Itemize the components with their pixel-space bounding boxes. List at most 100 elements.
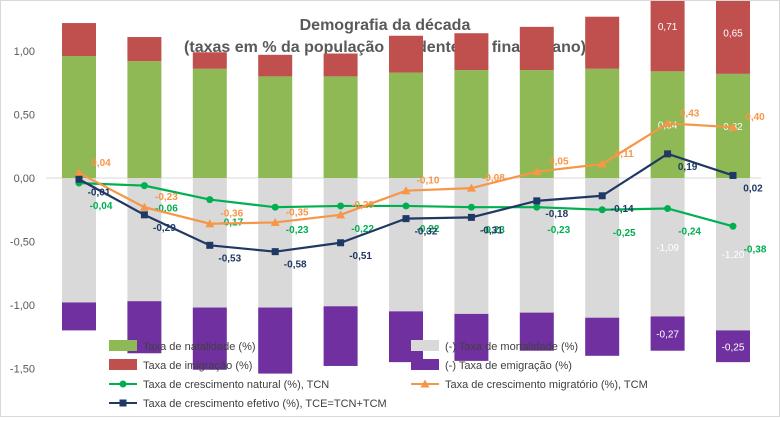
line-data-label: -0,23 [155,192,178,203]
y-tick-label: 0,50 [14,110,35,122]
bar-segment [258,76,293,178]
line-point [271,203,279,211]
bar-segment [454,178,489,314]
legend-marker [119,380,127,388]
line-point [337,239,345,247]
line-point [336,210,346,219]
line-data-label: -0,25 [613,228,636,239]
bar-segment [62,56,96,178]
bar-segment [716,0,750,74]
legend-swatch [109,340,137,351]
bar-segment [127,61,162,178]
bar-segment [323,76,358,178]
bar-data-label: 0,71 [658,22,678,33]
line-point [466,183,476,192]
line-data-label: -0,23 [482,225,505,236]
legend-marker [119,399,127,407]
bar-segment [716,178,750,331]
line-data-label: -0,23 [547,225,570,236]
bar-layer: 0,840,820,710,65-1,09-1,20-0,27-0,25 [62,0,750,374]
legend-label: Taxa de crescimento efetivo (%), TCE=TCN… [143,398,387,410]
bar-segment [454,33,489,71]
bar-segment [62,178,96,303]
line-point [533,197,541,205]
bar-data-label: -0,25 [722,342,745,353]
line-point [729,222,737,230]
bar-segment [454,313,489,361]
line-point [728,122,738,131]
bar-data-label: -1,20 [722,250,745,261]
line-point [337,202,345,210]
line-point [664,204,672,212]
bar-segment [519,26,554,71]
bar-segment [192,52,227,69]
line-data-label: -0,38 [744,244,767,255]
line-layer: -0,04 -0,06-0,17-0,23 -0,22 -0,22 -0,23 -0,23… [74,108,767,271]
line-data-label: -0,22 [351,224,374,235]
line-data-label: -0,35 [286,207,309,218]
y-tick-label: -0,50 [10,237,35,249]
line-data-label: 0,05 [549,157,569,168]
bar-segment [389,178,423,312]
line-point [664,150,672,158]
bar-segment [127,37,162,62]
line-point [598,206,606,214]
y-tick-label: -1,00 [10,300,35,312]
chart-title: Demografia da década [300,17,471,34]
line-point [402,215,410,223]
line-data-label: -0,08 [482,173,505,184]
line-data-label: -0,10 [417,176,440,187]
line-point [402,202,410,210]
line-data-label: -0,29 [153,223,176,234]
bar-data-label: 0,65 [723,29,743,40]
line-data-label: -0,18 [545,209,568,220]
line-data-label: 0,04 [91,158,111,169]
line-data-label: 0,11 [615,149,634,160]
bar-segment [650,316,685,351]
legend: Taxa de natalidade (%) (-) Taxa de mortal… [109,340,648,410]
legend-marker [420,379,430,388]
line-data-label: -0,29 [351,200,374,211]
y-tick-label: -1,50 [10,364,35,376]
line-data-label: 0,43 [680,108,700,119]
line-data-label: -0,23 [286,225,309,236]
line-point [467,213,475,221]
line-data-label: -0,32 [415,227,438,238]
line-point [206,241,214,249]
line-point [532,167,542,176]
line-point [663,118,673,127]
bar-segment [323,306,358,366]
bar-data-label: -1,09 [656,243,679,254]
bar-segment [650,178,685,317]
legend-swatch [109,359,137,370]
bar-segment [62,302,96,331]
line-point [598,192,606,200]
bar-segment [389,35,423,73]
line-data-label: -0,36 [220,209,243,220]
line-data-label: -0,06 [155,204,178,215]
bar-segment [389,311,423,363]
bar-segment [585,317,620,356]
line-point [401,186,411,195]
bar-segment [716,330,750,363]
line-data-label: 0,40 [745,112,765,123]
line-data-label: -0,51 [349,251,372,262]
bar-segment [258,54,293,77]
line-point [74,168,84,177]
line-point [597,159,607,168]
legend-label: Taxa de crescimento natural (%), TCN [143,379,329,391]
legend-swatch [411,340,439,351]
line-point [270,217,280,226]
bar-segment [192,68,227,178]
legend-label: Taxa de natalidade (%) [143,341,256,353]
line-data-label: -0,22 [417,224,440,235]
line-point [271,248,279,256]
bar-segment [585,16,620,69]
line-point [140,211,148,219]
legend-label: Taxa de crescimento migratório (%), TCM [445,379,648,391]
line-data-label: -0,24 [678,226,701,237]
bar-segment [258,307,293,374]
line-point [75,175,83,183]
bar-segment [650,0,685,72]
